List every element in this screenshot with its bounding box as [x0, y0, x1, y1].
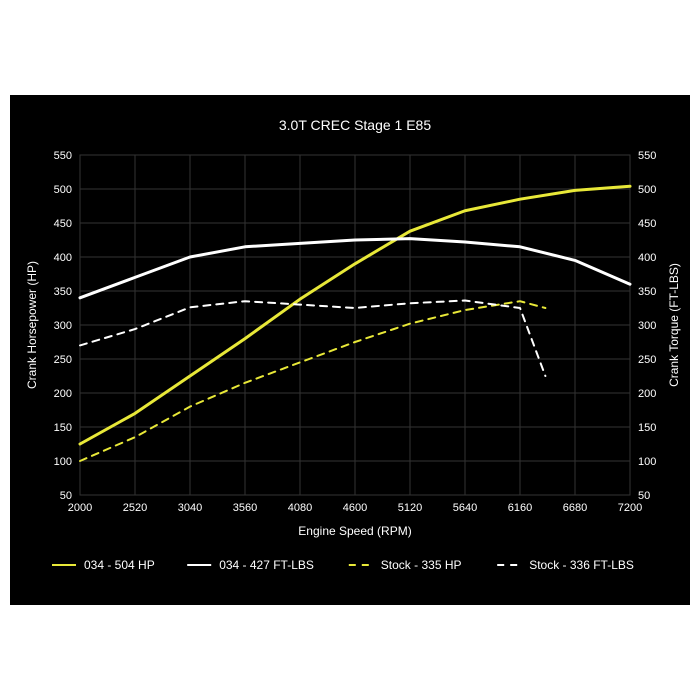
y-left-tick: 100	[54, 456, 72, 468]
y-right-tick: 400	[638, 252, 656, 264]
x-tick: 4600	[343, 502, 367, 514]
y-right-tick: 250	[638, 354, 656, 366]
dyno-chart: 2000 2520 3040 3560 4080 4600 5120 5640 6160 6680…	[10, 95, 690, 605]
y-left-label: Crank Horsepower (HP)	[25, 261, 39, 389]
x-tick: 6160	[508, 502, 532, 514]
y-right-tick: 150	[638, 422, 656, 434]
y-left-tick: 450	[54, 218, 72, 230]
y-left-tick: 250	[54, 354, 72, 366]
y-left-tick: 300	[54, 320, 72, 332]
y-left-tick: 150	[54, 422, 72, 434]
x-tick: 4080	[288, 502, 312, 514]
y-left-tick: 200	[54, 388, 72, 400]
chart-title: 3.0T CREC Stage 1 E85	[279, 117, 431, 133]
x-tick: 6680	[563, 502, 587, 514]
x-tick: 3040	[178, 502, 202, 514]
y-right-tick: 300	[638, 320, 656, 332]
x-tick: 5120	[398, 502, 422, 514]
y-left-tick: 400	[54, 252, 72, 264]
page-container: 2000 2520 3040 3560 4080 4600 5120 5640 6160 6680…	[0, 0, 700, 700]
y-right-tick: 500	[638, 184, 656, 196]
y-right-tick: 200	[638, 388, 656, 400]
x-tick: 3560	[233, 502, 257, 514]
y-right-tick: 100	[638, 456, 656, 468]
y-left-tick: 550	[54, 150, 72, 162]
y-right-tick: 50	[638, 490, 650, 502]
legend-label: Stock - 335 HP	[381, 558, 462, 572]
y-right-label: Crank Torque (FT-LBS)	[667, 263, 681, 387]
x-tick: 7200	[618, 502, 642, 514]
legend-label: Stock - 336 FT-LBS	[529, 558, 634, 572]
y-left-tick: 500	[54, 184, 72, 196]
x-tick: 2000	[68, 502, 92, 514]
legend-label: 034 - 504 HP	[84, 558, 155, 572]
series-line	[80, 301, 545, 376]
x-axis-label: Engine Speed (RPM)	[298, 524, 411, 538]
x-tick: 5640	[453, 502, 477, 514]
y-right-tick: 350	[638, 286, 656, 298]
y-left-tick: 50	[60, 490, 72, 502]
y-right-tick: 450	[638, 218, 656, 230]
x-tick: 2520	[123, 502, 147, 514]
chart-svg: 2000 2520 3040 3560 4080 4600 5120 5640 6160 6680…	[10, 95, 690, 605]
y-right-tick: 550	[638, 150, 656, 162]
y-left-tick: 350	[54, 286, 72, 298]
legend-label: 034 - 427 FT-LBS	[219, 558, 314, 572]
